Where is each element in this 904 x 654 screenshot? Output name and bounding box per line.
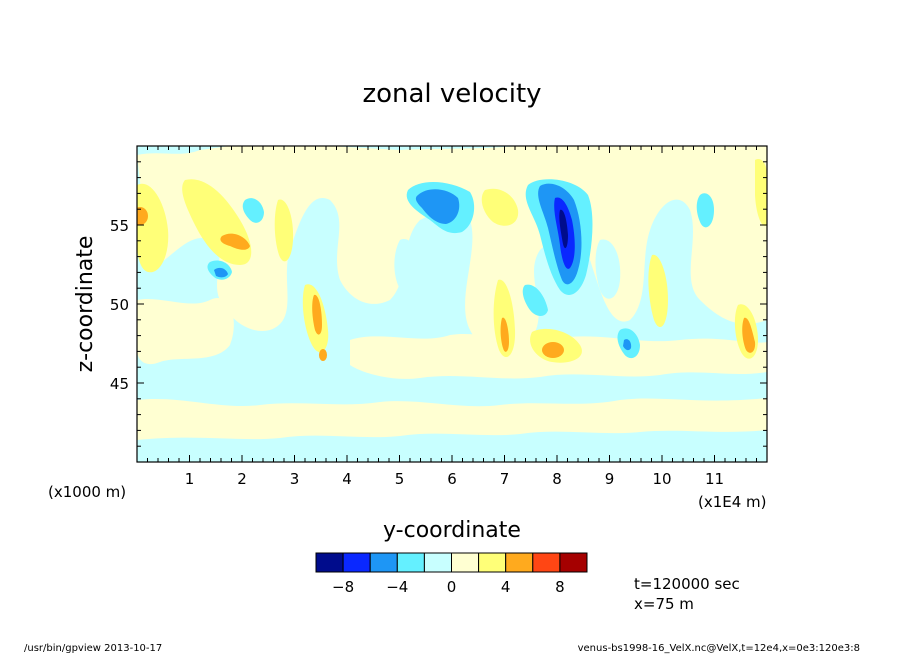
x-tick-label: 4 (342, 470, 352, 488)
x-tick-label: 5 (395, 470, 405, 488)
colorbar-label: 4 (501, 578, 511, 596)
contour-strong-positive (220, 233, 250, 250)
colorbar-swatch (369, 552, 398, 573)
contour-positive (274, 199, 294, 262)
footer-right: venus-bs1998-16_VelX.nc@VelX,t=12e4,x=0e… (578, 643, 860, 654)
y-axis: 45 50 55 (110, 145, 767, 463)
x-unit-right: (x1E4 m) (698, 493, 767, 511)
colorbar-label: 0 (447, 578, 457, 596)
x-tick-label: 8 (552, 470, 562, 488)
y-tick-label: 55 (110, 217, 129, 235)
x-tick-label: 11 (705, 470, 724, 488)
contour-strong-positive (500, 317, 509, 352)
x-tick-label: 3 (290, 470, 300, 488)
colorbar-swatch (342, 552, 371, 573)
colorbar: −8 −4 0 4 8 (315, 552, 588, 596)
contour-strong-negative (623, 339, 632, 351)
contour-weak-negative (595, 239, 621, 299)
contour-strong-negative (415, 189, 460, 224)
x-axis: 1 2 3 4 5 6 7 8 9 10 11 (136, 146, 768, 488)
colorbar-label: 8 (555, 578, 565, 596)
time-annotation: t=120000 sec (634, 575, 740, 593)
colorbar-swatch (559, 552, 588, 573)
contour-strong-positive (137, 207, 148, 225)
colorbar-swatch (532, 552, 561, 573)
contour-negative (522, 284, 548, 316)
y-axis-label: z-coordinate (73, 236, 98, 373)
contour-weak-positive (137, 146, 767, 354)
contour-strong-negative (214, 267, 228, 278)
footer-left: /usr/bin/gpview 2013-10-17 (24, 643, 162, 654)
x-tick-label: 2 (237, 470, 247, 488)
contour-positive (137, 183, 169, 273)
contour-negative (696, 193, 714, 228)
contour-negative (242, 198, 264, 223)
colorbar-label: −8 (332, 578, 354, 596)
x-tick-label: 6 (447, 470, 457, 488)
contour-positive (648, 254, 668, 328)
contour-positive (481, 188, 519, 226)
x-tick-label: 1 (185, 470, 195, 488)
x-unit-left: (x1000 m) (48, 483, 126, 501)
colorbar-swatch (451, 552, 480, 573)
colorbar-swatch (315, 552, 344, 573)
x-tick-label: 9 (605, 470, 615, 488)
contour-strong-positive (319, 349, 327, 361)
y-tick-label: 50 (110, 296, 129, 314)
colorbar-label: −4 (386, 578, 408, 596)
x-axis-label: y-coordinate (383, 518, 521, 543)
contour-deep-negative (559, 209, 568, 249)
colorbar-swatch (478, 552, 507, 573)
colorbar-swatch (396, 552, 425, 573)
x-tick-label: 7 (500, 470, 510, 488)
contour-weak-negative (394, 239, 419, 293)
plot-area (137, 146, 767, 462)
colorbar-swatch (505, 552, 534, 573)
x-tick-label: 10 (652, 470, 671, 488)
contour-weak-positive (137, 398, 767, 440)
contour-strong-positive (542, 342, 564, 358)
chart-title: zonal velocity (362, 79, 541, 109)
contour-weak-positive (137, 298, 234, 365)
contour-strong-positive (742, 317, 756, 353)
colorbar-swatch (423, 552, 452, 573)
x-position-annotation: x=75 m (634, 595, 694, 613)
contour-weak-negative (137, 370, 400, 396)
y-tick-label: 45 (110, 375, 129, 393)
contour-strong-positive (312, 294, 322, 335)
